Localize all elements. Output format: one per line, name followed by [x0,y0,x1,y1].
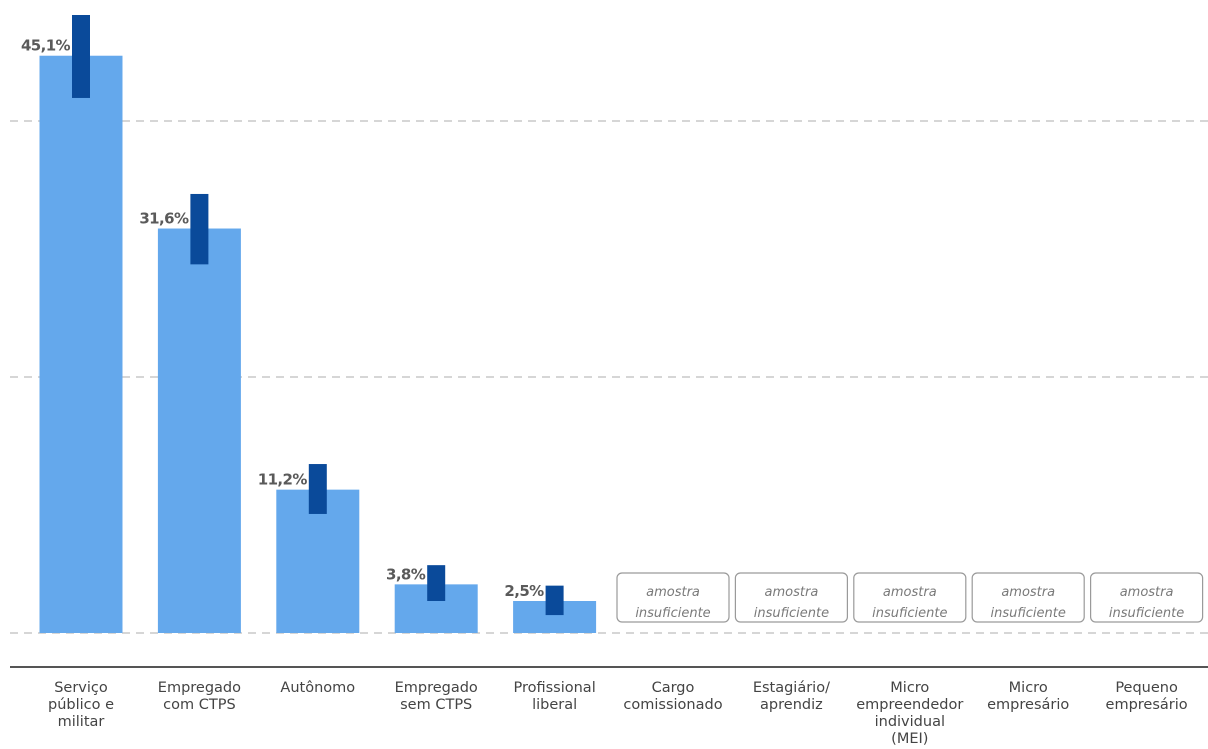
category-label-line: Empregado [158,680,241,696]
category-label: Profissional liberal [513,680,595,713]
insufficient-sample-text: insuficiente [754,606,829,621]
category-label-line: individual [875,714,945,730]
category-label: Pequeno empresário [1106,680,1188,713]
category-label-line: liberal [532,697,577,713]
category-label-line: empresário [1106,697,1188,713]
category-label-line: Profissional [513,680,595,696]
category-label-line: Micro [890,680,929,696]
insufficient-sample-text: amostra [1001,585,1055,600]
insufficient-sample-border [616,572,730,623]
category-label-line: Autônomo [280,680,355,696]
category-label-line: sem CTPS [400,697,472,713]
insufficient-sample-text: amostra [765,585,819,600]
category-label-line: Cargo [652,680,695,696]
insufficient-sample-text: insuficiente [1109,606,1184,621]
insufficient-sample-text: insuficiente [635,606,710,621]
category-label: Autônomo [280,680,355,696]
category-label-line: (MEI) [891,731,928,747]
insufficient-sample-text: amostra [883,585,937,600]
bar [39,55,123,634]
category-label-line: empreendedor [856,697,963,713]
insufficient-sample-box: amostra insuficiente [971,572,1085,623]
insufficient-sample-border [853,572,967,623]
category-label: Empregado com CTPS [158,680,241,713]
category-label-line: comissionado [623,697,722,713]
insufficient-sample-box: amostra insuficiente [734,572,849,623]
category-label-line: com CTPS [163,697,236,713]
error-bar [545,585,564,616]
category-label-line: aprendiz [760,697,823,713]
category-label-line: Serviço [54,680,108,696]
error-bar [308,464,327,514]
category-label-line: militar [58,714,105,730]
insufficient-sample-border [971,572,1085,623]
data-label: 45,1% [21,37,71,55]
insufficient-sample-text: insuficiente [991,606,1066,621]
error-bar [427,565,446,601]
insufficient-sample-box: amostra insuficiente [853,572,967,623]
category-label-line: empresário [987,697,1069,713]
error-bar [72,15,90,98]
category-label: Empregado sem CTPS [395,680,478,713]
category-label: Serviço público e militar [48,680,114,730]
category-label: Estagiário/aprendiz [753,680,830,713]
category-label-line: Estagiário/ [753,680,830,696]
error-bar [190,193,209,265]
category-label-line: público e [48,697,114,713]
insufficient-sample-box: amostra insuficiente [1089,572,1204,623]
insufficient-sample-text: insuficiente [872,606,947,621]
bar [157,228,241,633]
category-label-line: Pequeno [1115,680,1178,696]
category-label: Micro empresário [987,680,1069,713]
data-label: 3,8% [386,565,426,583]
insufficient-sample-border [734,572,849,623]
insufficient-sample-text: amostra [1120,585,1174,600]
category-label-line: Micro [1009,680,1048,696]
category-label: Cargo comissionado [623,680,722,713]
insufficient-sample-box: amostra insuficiente [616,572,730,623]
insufficient-sample-border [1089,572,1204,623]
insufficient-sample-text: amostra [646,585,700,600]
category-label: Micro empreendedor individual (MEI) [856,680,963,747]
data-label: 11,2% [258,471,308,489]
category-label-line: Empregado [395,680,478,696]
data-label: 31,6% [139,210,189,228]
data-label: 2,5% [504,582,544,600]
